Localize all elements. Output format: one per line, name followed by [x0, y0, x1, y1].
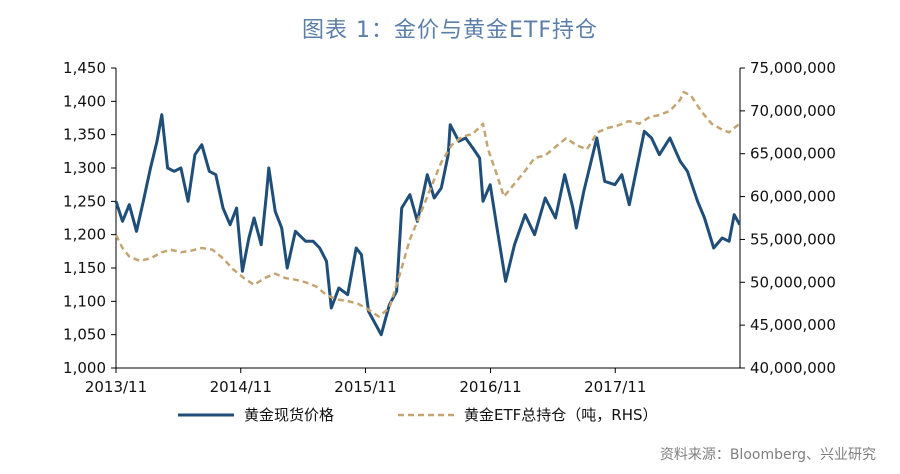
legend-label-1: 黄金现货价格: [244, 406, 334, 424]
left-tick-label: 1,350: [63, 126, 106, 144]
right-tick-label: 60,000,000: [750, 188, 836, 206]
chart-title: 图表 1：金价与黄金ETF持仓: [302, 18, 598, 43]
left-tick-label: 1,400: [63, 92, 106, 110]
x-tick-label: 2017/11: [584, 378, 646, 396]
series-line-2: [114, 90, 741, 318]
legend-label-2: 黄金ETF总持仓（吨，RHS）: [464, 406, 658, 424]
left-tick-label: 1,200: [63, 226, 106, 244]
right-tick-label: 55,000,000: [750, 230, 836, 248]
x-tick-label: 2016/11: [459, 378, 521, 396]
left-tick-label: 1,050: [63, 326, 106, 344]
left-tick-label: 1,000: [63, 359, 106, 377]
source-note: 资料来源：Bloomberg、兴业研究: [659, 447, 876, 463]
series-line-1: [114, 113, 742, 337]
x-tick-label: 2013/11: [85, 378, 147, 396]
legend: 黄金现货价格 黄金ETF总持仓（吨，RHS）: [178, 406, 658, 424]
right-tick-label: 70,000,000: [750, 102, 836, 120]
right-tick-label: 45,000,000: [750, 316, 836, 334]
left-tick-label: 1,100: [63, 292, 106, 310]
left-tick-label: 1,150: [63, 259, 106, 277]
series-lines: [114, 90, 742, 337]
x-tick-label: 2014/11: [210, 378, 272, 396]
right-tick-label: 50,000,000: [750, 273, 836, 291]
axes: 1,000 1,050 1,100 1,150 1,200 1,250 1,300 1,350…: [63, 59, 836, 396]
left-tick-label: 1,300: [63, 159, 106, 177]
right-tick-label: 75,000,000: [750, 59, 836, 77]
right-tick-label: 40,000,000: [750, 359, 836, 377]
right-tick-label: 65,000,000: [750, 145, 836, 163]
left-tick-label: 1,450: [63, 59, 106, 77]
left-tick-label: 1,250: [63, 192, 106, 210]
x-tick-label: 2015/11: [334, 378, 396, 396]
